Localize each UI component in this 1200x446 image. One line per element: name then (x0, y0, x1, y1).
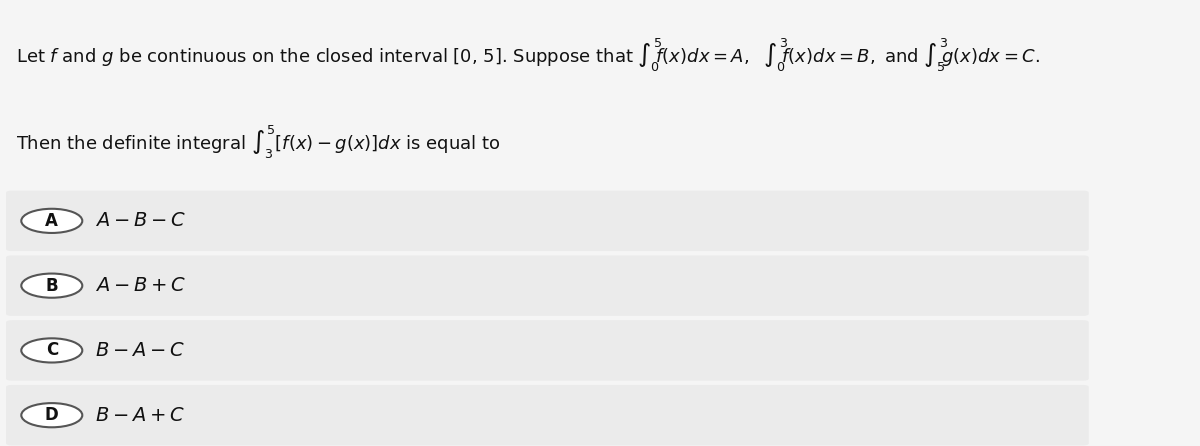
Text: Then the definite integral $\int_3^5 [f(x) - g(x)]dx$ is equal to: Then the definite integral $\int_3^5 [f(… (16, 124, 500, 161)
Circle shape (22, 209, 83, 233)
Text: Let $f$ and $g$ be continuous on the closed interval [0, 5]. Suppose that $\int_: Let $f$ and $g$ be continuous on the clo… (16, 37, 1040, 74)
FancyBboxPatch shape (6, 320, 1088, 380)
Text: $B - A + C$: $B - A + C$ (95, 406, 186, 425)
Text: $A - B + C$: $A - B + C$ (95, 276, 186, 295)
Text: A: A (46, 212, 59, 230)
FancyBboxPatch shape (6, 190, 1088, 251)
Text: C: C (46, 342, 58, 359)
Circle shape (22, 339, 83, 363)
Circle shape (22, 403, 83, 427)
FancyBboxPatch shape (6, 256, 1088, 316)
FancyBboxPatch shape (6, 385, 1088, 446)
Text: $B - A - C$: $B - A - C$ (95, 341, 186, 360)
Text: D: D (44, 406, 59, 424)
Circle shape (22, 273, 83, 298)
Text: B: B (46, 277, 58, 295)
Text: $A - B - C$: $A - B - C$ (95, 211, 186, 231)
